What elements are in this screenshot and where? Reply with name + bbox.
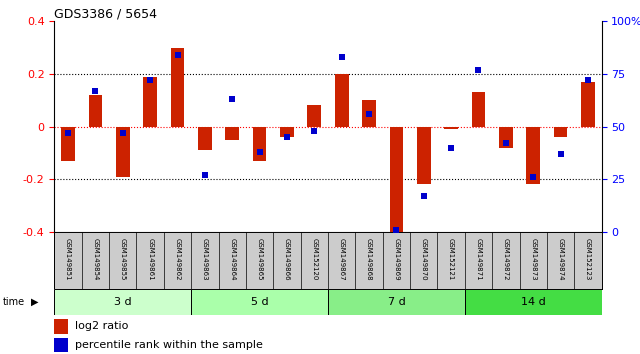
Bar	[54, 319, 68, 333]
Bar	[335, 74, 349, 127]
Text: GSM149867: GSM149867	[339, 238, 345, 280]
Bar	[362, 100, 376, 127]
Text: GSM149851: GSM149851	[65, 238, 71, 280]
Bar	[225, 127, 239, 140]
Text: GSM149865: GSM149865	[257, 238, 262, 280]
Bar	[499, 127, 513, 148]
Bar	[253, 127, 266, 161]
Text: GSM149868: GSM149868	[366, 238, 372, 280]
Text: GSM149861: GSM149861	[147, 238, 153, 280]
Bar	[581, 82, 595, 127]
Text: GSM149870: GSM149870	[420, 238, 427, 280]
Text: GSM149873: GSM149873	[530, 238, 536, 280]
Bar	[280, 127, 294, 137]
Bar	[61, 127, 75, 161]
Bar	[88, 95, 102, 127]
Bar	[116, 127, 130, 177]
Text: GDS3386 / 5654: GDS3386 / 5654	[54, 7, 157, 20]
Bar	[54, 289, 191, 315]
Bar	[307, 105, 321, 127]
Text: GSM152123: GSM152123	[585, 238, 591, 280]
Bar	[171, 47, 184, 127]
Text: 3 d: 3 d	[114, 297, 132, 307]
Text: 5 d: 5 d	[251, 297, 268, 307]
Bar	[472, 92, 485, 127]
Bar	[554, 127, 568, 137]
Bar	[198, 127, 212, 150]
Text: time: time	[3, 297, 26, 307]
Bar	[417, 127, 431, 184]
Text: 7 d: 7 d	[388, 297, 405, 307]
Text: GSM149863: GSM149863	[202, 238, 208, 280]
Text: percentile rank within the sample: percentile rank within the sample	[75, 340, 263, 350]
Bar	[390, 127, 403, 232]
Bar	[465, 289, 602, 315]
Text: GSM149866: GSM149866	[284, 238, 290, 280]
Text: GSM149864: GSM149864	[229, 238, 236, 280]
Text: GSM149874: GSM149874	[557, 238, 564, 280]
Bar	[191, 289, 328, 315]
Text: GSM149855: GSM149855	[120, 238, 126, 280]
Text: GSM152121: GSM152121	[448, 238, 454, 280]
Text: GSM149871: GSM149871	[476, 238, 481, 280]
Bar	[526, 127, 540, 184]
Text: 14 d: 14 d	[521, 297, 545, 307]
Bar	[54, 338, 68, 352]
Text: GSM149854: GSM149854	[92, 238, 99, 280]
Bar	[143, 76, 157, 127]
Text: log2 ratio: log2 ratio	[75, 321, 129, 331]
Text: GSM152120: GSM152120	[311, 238, 317, 280]
Text: GSM149869: GSM149869	[394, 238, 399, 280]
Text: GSM149862: GSM149862	[175, 238, 180, 280]
Text: ▶: ▶	[31, 297, 38, 307]
Bar	[328, 289, 465, 315]
Bar	[444, 127, 458, 129]
Text: GSM149872: GSM149872	[503, 238, 509, 280]
